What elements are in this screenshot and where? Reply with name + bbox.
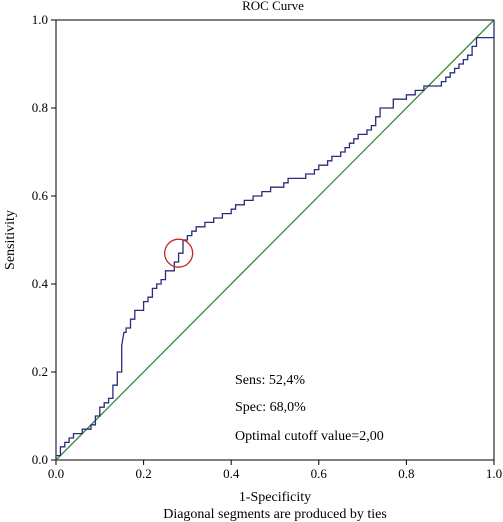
y-axis-ticks: 0.0 0.2 0.4 0.6 0.8 1.0 — [32, 12, 56, 467]
annotation-spec: Spec: 68,0% — [235, 400, 306, 415]
plot-frame — [55, 19, 495, 461]
x-tick-label: 1.0 — [486, 466, 502, 481]
roc-curve-line — [55, 20, 495, 460]
annotation-cutoff: Optimal cutoff value=2,00 — [235, 429, 384, 444]
x-tick-label: 0.0 — [48, 466, 64, 481]
y-tick-label: 0.2 — [32, 364, 48, 379]
chart-title: ROC Curve — [242, 0, 304, 13]
y-tick-label: 0.6 — [32, 188, 49, 203]
y-tick-label: 1.0 — [32, 12, 48, 27]
y-tick-label: 0.0 — [32, 452, 48, 467]
x-axis-ticks: 0.0 0.2 0.4 0.6 0.8 1.0 — [48, 460, 502, 481]
annotation-sens: Sens: 52,4% — [235, 373, 305, 388]
series-layer — [55, 19, 495, 461]
x-tick-label: 0.2 — [135, 466, 151, 481]
footnote: Diagonal segments are produced by ties — [163, 507, 387, 522]
x-tick-label: 0.8 — [398, 466, 414, 481]
y-tick-label: 0.4 — [32, 276, 49, 291]
y-tick-label: 0.8 — [32, 100, 48, 115]
optimal-point-marker — [163, 238, 194, 268]
y-axis-label: Sensitivity — [3, 210, 18, 270]
x-axis-label: 1-Specificity — [239, 490, 311, 505]
x-tick-label: 0.4 — [223, 466, 240, 481]
x-tick-label: 0.6 — [311, 466, 328, 481]
reference-diagonal-line — [55, 19, 495, 461]
